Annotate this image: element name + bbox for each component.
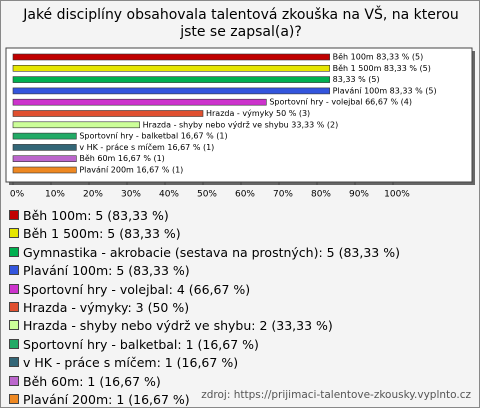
x-tick-label: 10% — [45, 190, 65, 200]
legend-entry: Plavání 100m: 5 (83,33 %) — [9, 262, 400, 280]
legend-swatch — [9, 357, 19, 368]
data-label: Běh 60m 16,67 % (1) — [79, 154, 164, 163]
x-tick-label: 60% — [235, 190, 255, 200]
legend-entry: Běh 100m: 5 (83,33 %) — [9, 207, 400, 225]
x-tick-label: 90% — [349, 190, 369, 200]
legend-entry: Běh 60m: 1 (16,67 %) — [9, 373, 400, 391]
legend-label: Plavání 100m: 5 (83,33 %) — [23, 263, 190, 279]
data-label: Hrazda - shyby nebo výdrž ve shybu 33,33… — [143, 120, 339, 129]
x-tick-label: 80% — [311, 190, 331, 200]
bar — [12, 65, 330, 72]
data-label: Hrazda - výmyky 50 % (3) — [206, 109, 310, 118]
legend-entry: Plavání 200m: 1 (16,67 %) — [9, 391, 400, 408]
legend-label: Sportovní hry - volejbal: 4 (66,67 %) — [23, 281, 251, 297]
legend-entry: v HK - práce s míčem: 1 (16,67 %) — [9, 354, 400, 372]
legend-entry: Hrazda - shyby nebo výdrž ve shybu: 2 (3… — [9, 317, 400, 335]
data-label: Běh 100m 83,33 % (5) — [333, 53, 424, 62]
legend-swatch — [9, 320, 19, 331]
bar — [12, 166, 77, 174]
legend-entry: Běh 1 500m: 5 (83,33 %) — [9, 225, 400, 243]
legend-swatch — [9, 246, 19, 257]
x-tick-label: 30% — [121, 190, 141, 200]
legend-swatch — [9, 375, 19, 386]
source: zdroj: https://prijimaci-talentove-zkous… — [201, 389, 471, 401]
data-label: Sportovní hry - balketbal 16,67 % (1) — [79, 132, 227, 141]
legend-label: Běh 60m: 1 (16,67 %) — [23, 373, 161, 389]
legend: Běh 100m: 5 (83,33 %) Běh 1 500m: 5 (83,3… — [9, 207, 400, 408]
data-label: Běh 1 500m 83,33 % (5) — [333, 64, 431, 73]
legend-label: Sportovní hry - balketbal: 1 (16,67 %) — [23, 336, 259, 352]
legend-label: Hrazda - výmyky: 3 (50 %) — [23, 300, 190, 316]
x-tick-label: 40% — [159, 190, 179, 200]
bar — [12, 121, 140, 129]
bar — [12, 110, 204, 117]
bar — [12, 155, 77, 162]
legend-swatch — [9, 210, 19, 220]
bar — [12, 53, 330, 61]
legend-label: v HK - práce s míčem: 1 (16,67 %) — [23, 355, 239, 371]
chart-title: Jaké disciplíny obsahovala talentová zko… — [23, 7, 459, 40]
bar — [12, 144, 77, 151]
x-tick-label: 50% — [197, 190, 217, 200]
legend-swatch — [9, 228, 19, 239]
legend-entry: Hrazda - výmyky: 3 (50 %) — [9, 299, 400, 317]
data-label: 83,33 % (5) — [333, 75, 380, 84]
x-tick-label: 70% — [273, 190, 293, 200]
bar — [12, 98, 267, 106]
bar — [12, 76, 330, 83]
data-label: Plavání 100m 83,33 % (5) — [333, 86, 437, 95]
x-tick-label: 100% — [384, 190, 410, 200]
legend-label: Běh 100m: 5 (83,33 %) — [23, 208, 169, 223]
bar — [12, 87, 330, 95]
data-label: v HK - práce s míčem 16,67 % (1) — [79, 142, 214, 152]
legend-label: Gymnastika - akrobacie (sestava na prost… — [23, 244, 400, 260]
legend-entry: Sportovní hry - balketbal: 1 (16,67 %) — [9, 336, 400, 354]
plot: 0% 10% 20% 30% 40% 50% 60% 70% 80% 90% 100% Běh 100… — [5, 47, 475, 200]
x-tick-label: 0% — [10, 190, 25, 200]
legend-entry: Sportovní hry - volejbal: 4 (66,67 %) — [9, 281, 400, 299]
legend-swatch — [9, 283, 19, 294]
legend-swatch — [9, 394, 19, 405]
legend-swatch — [9, 338, 19, 349]
legend-swatch — [9, 265, 19, 276]
legend-label: Hrazda - shyby nebo výdrž ve shybu: 2 (3… — [23, 318, 333, 334]
x-tick-label: 20% — [83, 190, 103, 200]
data-label: Sportovní hry - volejbal 66,67 % (4) — [269, 98, 412, 107]
data-label: Plavání 200m 16,67 % (1) — [79, 166, 183, 175]
legend-label: Běh 1 500m: 5 (83,33 %) — [23, 226, 181, 242]
legend-label: Plavání 200m: 1 (16,67 %) — [23, 392, 190, 408]
legend-entry: Gymnastika - akrobacie (sestava na prost… — [9, 244, 400, 262]
legend-swatch — [9, 302, 19, 313]
bar — [12, 132, 77, 140]
